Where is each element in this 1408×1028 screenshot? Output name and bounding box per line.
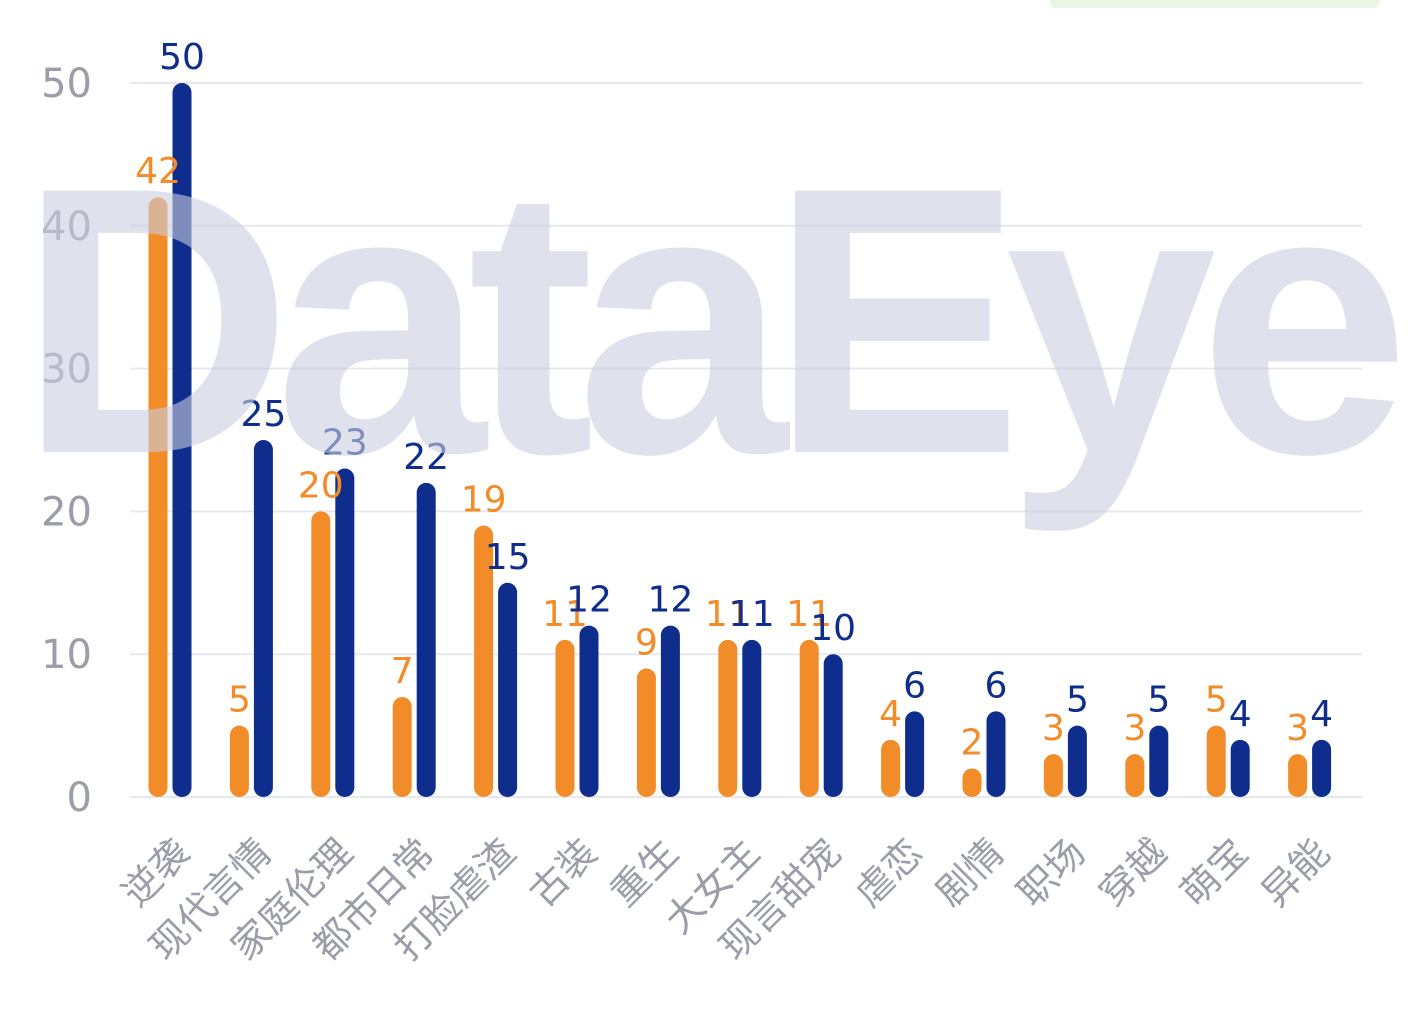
data-label-series-a-6: 9: [635, 622, 658, 663]
bar-series-a-8: [799, 639, 819, 797]
bar-series-a-1: [229, 725, 249, 797]
x-tick-label-12: 穿越: [1090, 830, 1175, 915]
y-tick-label: 50: [41, 61, 92, 107]
bar-series-b-5: [579, 625, 599, 797]
bar-series-a-7: [718, 639, 738, 797]
bar-series-a-9: [881, 739, 901, 797]
bar-series-a-10: [962, 768, 982, 797]
bar-series-a-0: [148, 197, 168, 798]
bar-series-a-14: [1288, 754, 1308, 797]
data-label-series-b-11: 5: [1066, 680, 1089, 721]
data-label-series-a-8: 11: [786, 594, 832, 635]
data-label-series-b-8: 10: [810, 608, 856, 649]
data-label-series-a-3: 7: [391, 651, 414, 692]
x-tick-label-13: 萌宝: [1172, 830, 1257, 915]
bar-series-b-12: [1149, 725, 1169, 797]
bar-series-b-9: [905, 711, 925, 797]
bars: [148, 83, 1332, 798]
bar-series-a-2: [311, 511, 331, 797]
bar-series-b-10: [986, 711, 1006, 797]
x-axis-ticks: 逆袭现代言情家庭伦理都市日常打脸虐渣古装重生大女主现言甜宠虐恋剧情职场穿越萌宝异…: [114, 830, 1338, 969]
x-tick-label-14: 异能: [1253, 830, 1338, 915]
bar-series-a-11: [1043, 754, 1063, 797]
data-label-series-b-1: 25: [240, 394, 286, 435]
data-label-series-b-5: 12: [566, 580, 612, 621]
y-tick-label: 0: [67, 775, 92, 821]
data-label-series-b-0: 50: [159, 37, 205, 78]
data-label-series-b-12: 5: [1147, 680, 1170, 721]
data-label-series-a-2: 20: [298, 465, 344, 506]
y-tick-label: 20: [41, 489, 92, 535]
bar-series-a-6: [636, 668, 656, 797]
data-label-series-a-1: 5: [228, 680, 251, 721]
bar-series-b-0: [172, 83, 192, 797]
data-label-series-b-7: 11: [729, 594, 775, 635]
y-tick-label: 10: [41, 632, 92, 678]
x-tick-label-5: 古装: [521, 830, 606, 915]
y-tick-label: 40: [41, 204, 92, 250]
data-label-series-a-7: 11: [705, 594, 751, 635]
bar-series-b-1: [253, 440, 273, 797]
data-label-series-b-10: 6: [985, 665, 1008, 706]
bar-series-b-7: [742, 639, 762, 797]
bar-series-a-5: [555, 639, 575, 797]
bar-series-b-3: [416, 482, 436, 797]
data-label-series-a-0: 42: [135, 151, 181, 192]
data-label-series-a-4: 19: [461, 480, 507, 521]
bar-series-b-6: [660, 625, 680, 797]
y-tick-label: 30: [41, 347, 92, 393]
data-label-series-b-14: 4: [1310, 694, 1333, 735]
data-label-series-a-11: 3: [1042, 708, 1065, 749]
data-label-series-a-5: 11: [542, 594, 588, 635]
y-axis-ticks: 0 10 20 30 40 50: [41, 61, 92, 821]
data-label-series-b-9: 6: [903, 665, 926, 706]
data-label-series-b-3: 22: [403, 437, 449, 478]
x-tick-label-11: 职场: [1009, 830, 1094, 915]
x-tick-label-10: 剧情: [928, 830, 1013, 915]
bar-series-b-4: [498, 582, 518, 797]
data-label-series-b-13: 4: [1229, 694, 1252, 735]
legend-strip: [1050, 0, 1380, 8]
x-tick-label-9: 虐恋: [846, 830, 931, 915]
data-label-series-b-6: 12: [647, 580, 693, 621]
data-label-series-a-14: 3: [1286, 708, 1309, 749]
bar-series-b-2: [335, 468, 355, 797]
bar-series-a-13: [1206, 725, 1226, 797]
data-label-series-a-12: 3: [1123, 708, 1146, 749]
bar-series-b-14: [1312, 739, 1332, 797]
bar-series-a-12: [1125, 754, 1145, 797]
bar-series-a-3: [392, 697, 412, 797]
data-label-series-a-10: 2: [961, 722, 984, 763]
bar-series-b-11: [1067, 725, 1087, 797]
data-label-series-b-4: 15: [485, 537, 531, 578]
bar-series-b-13: [1230, 739, 1250, 797]
bar-series-b-8: [823, 654, 843, 797]
data-label-series-a-13: 5: [1205, 680, 1228, 721]
bar-series-a-4: [474, 525, 494, 797]
data-label-series-b-2: 23: [322, 423, 368, 464]
data-label-series-a-9: 4: [879, 694, 902, 735]
watermark-logo: DataEye: [18, 108, 1400, 535]
